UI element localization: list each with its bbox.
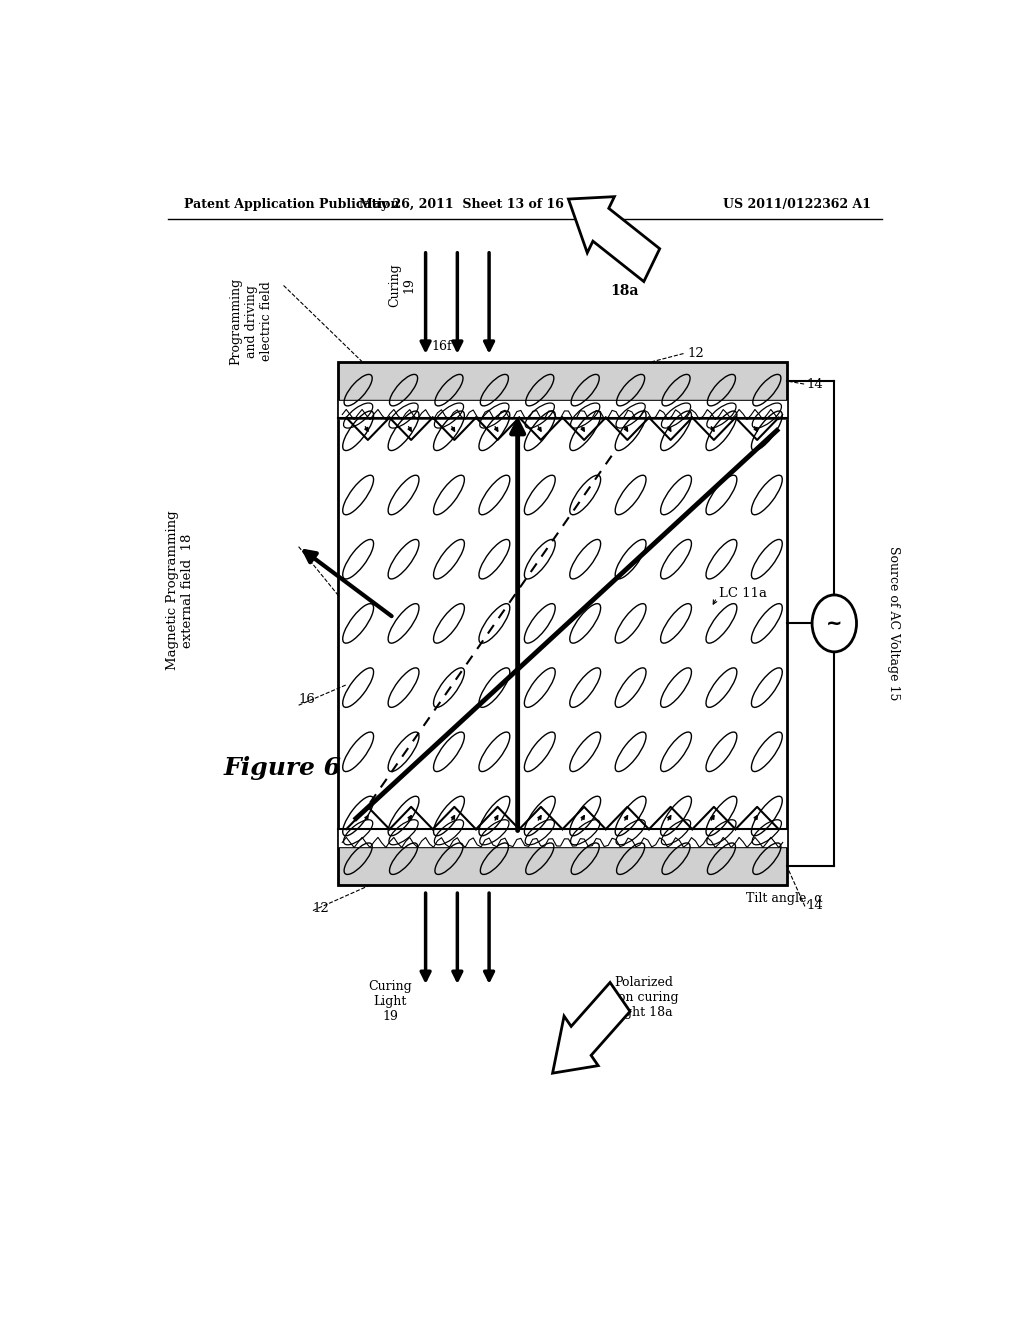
Text: Source of AC Voltage 15: Source of AC Voltage 15: [888, 546, 900, 701]
Text: 18a: 18a: [610, 284, 639, 297]
Text: 14: 14: [807, 378, 823, 391]
Bar: [338, 362, 786, 886]
Text: Tilt angle, α: Tilt angle, α: [745, 892, 822, 904]
FancyArrow shape: [553, 982, 630, 1073]
Text: 12: 12: [687, 347, 705, 360]
Bar: [338, 828, 786, 846]
Bar: [338, 362, 786, 400]
Text: 16f: 16f: [431, 341, 452, 352]
Text: Polarized
non curing
light 18a: Polarized non curing light 18a: [609, 975, 678, 1019]
Text: 16: 16: [299, 693, 315, 706]
Text: Magnetic Programming
external field  18: Magnetic Programming external field 18: [166, 511, 194, 671]
Text: Programming
and driving
electric field: Programming and driving electric field: [229, 277, 272, 364]
Text: May 26, 2011  Sheet 13 of 16: May 26, 2011 Sheet 13 of 16: [358, 198, 564, 211]
Text: Figure 6: Figure 6: [223, 756, 341, 780]
FancyArrow shape: [568, 197, 659, 281]
Text: Patent Application Publication: Patent Application Publication: [183, 198, 399, 211]
Text: ~: ~: [826, 614, 843, 632]
Text: 12: 12: [313, 902, 330, 915]
Text: Curing
Light
19: Curing Light 19: [368, 979, 412, 1023]
Text: 14: 14: [807, 899, 823, 912]
Bar: [338, 400, 786, 418]
Text: LC 11a: LC 11a: [719, 587, 767, 599]
Bar: [338, 846, 786, 886]
Text: US 2011/0122362 A1: US 2011/0122362 A1: [723, 198, 871, 211]
Text: Curing
19: Curing 19: [388, 264, 416, 308]
